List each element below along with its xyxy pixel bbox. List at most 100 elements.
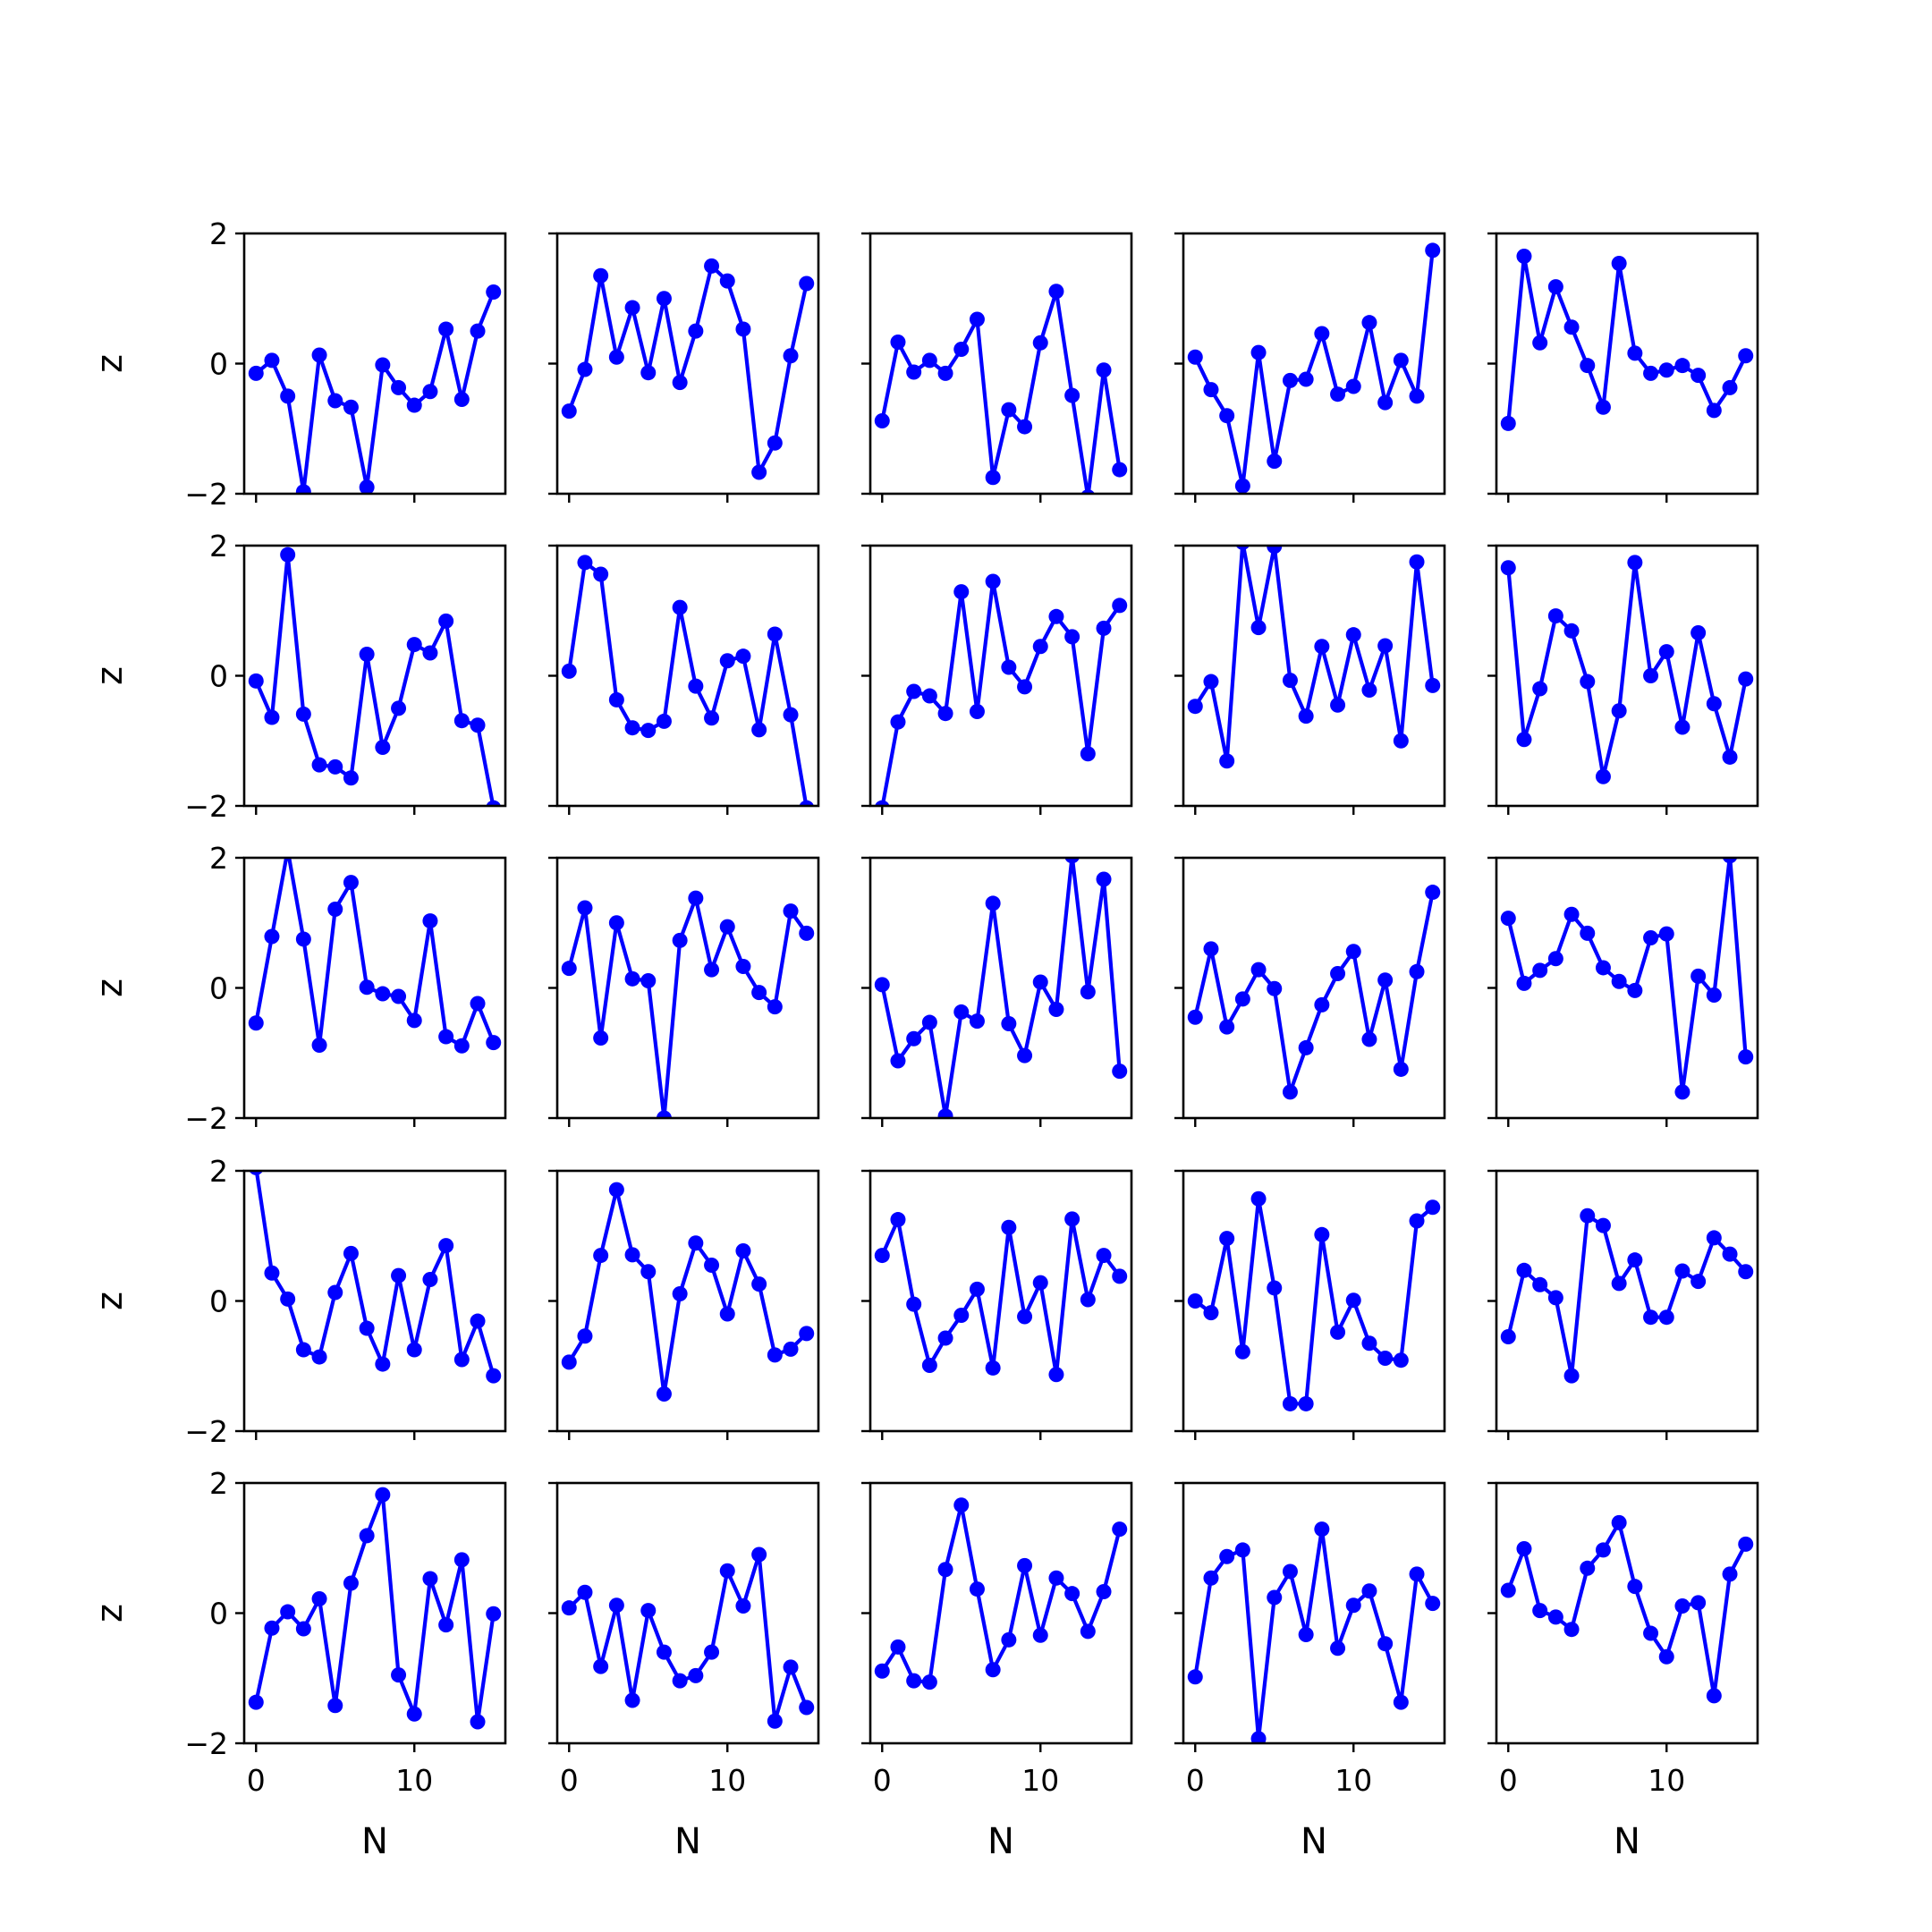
data-point: [1658, 1648, 1674, 1665]
series-group: [875, 573, 1128, 806]
data-point: [577, 555, 593, 571]
data-point: [1112, 462, 1128, 478]
data-point: [264, 352, 280, 369]
data-point: [593, 1030, 609, 1046]
data-point: [921, 1014, 937, 1030]
data-point: [1001, 659, 1017, 675]
data-point: [1203, 382, 1219, 398]
data-point: [1032, 1627, 1048, 1643]
data-point: [1643, 365, 1659, 381]
data-point: [799, 1699, 815, 1716]
data-point: [359, 479, 375, 494]
data-point: [311, 347, 327, 363]
series-group: [248, 547, 501, 806]
subplot-2-2: [861, 856, 1133, 1127]
data-point: [1001, 1016, 1017, 1032]
data-point: [1580, 925, 1596, 941]
data-point: [375, 357, 391, 373]
subplot-0-0: −2 0 2 z: [89, 216, 507, 512]
series-group: [561, 1182, 815, 1402]
subplot-3-2: [861, 1169, 1133, 1440]
series-line: [254, 858, 496, 1048]
data-point: [608, 915, 624, 931]
data-point: [1643, 929, 1659, 945]
data-point: [1112, 1521, 1128, 1538]
subplot-3-1: [548, 1169, 820, 1440]
data-point: [1595, 960, 1611, 976]
y-axis-label: z: [89, 1604, 131, 1623]
data-point: [1112, 1063, 1128, 1080]
data-point: [719, 653, 735, 669]
subplot-4-0: −2 0 2 0 10 z N: [89, 1466, 507, 1862]
data-point: [577, 1584, 593, 1600]
data-point: [311, 1349, 327, 1365]
data-point: [486, 1606, 502, 1622]
data-point: [593, 1248, 609, 1264]
data-point: [767, 435, 783, 451]
data-point: [1017, 1309, 1033, 1325]
data-point: [767, 1347, 783, 1363]
data-point: [1393, 1352, 1409, 1368]
data-point: [751, 985, 767, 1001]
data-point: [453, 392, 470, 408]
data-point: [1563, 1368, 1580, 1384]
y-tick-label: −2: [184, 1726, 228, 1761]
data-point: [561, 1354, 577, 1370]
y-axis-label: z: [89, 666, 131, 685]
data-point: [577, 1328, 593, 1344]
data-point: [1547, 1290, 1563, 1306]
data-point: [1563, 319, 1580, 335]
data-point: [704, 710, 720, 726]
data-point: [1064, 1211, 1080, 1227]
y-tick-label: 0: [209, 347, 228, 382]
data-point: [1706, 987, 1722, 1003]
data-point: [1048, 284, 1064, 300]
data-point: [906, 1673, 922, 1689]
x-tick-label: 0: [1186, 1763, 1205, 1798]
subplot-1-4: [1487, 544, 1759, 815]
y-tick-label: 0: [209, 971, 228, 1006]
data-point: [1314, 326, 1330, 342]
subplot-1-0: −2 0 2 z: [89, 529, 507, 824]
data-point: [1234, 1542, 1250, 1558]
x-axis-label: N: [674, 1821, 701, 1862]
data-point: [561, 1600, 577, 1616]
data-point: [311, 1038, 327, 1054]
data-point: [874, 1663, 890, 1679]
data-point: [1643, 1309, 1659, 1326]
data-point: [1425, 1199, 1441, 1216]
series-line: [1506, 858, 1748, 1095]
data-point: [327, 393, 343, 409]
data-point: [1017, 419, 1033, 435]
data-point: [688, 890, 704, 906]
series-line: [880, 1503, 1122, 1684]
data-point: [640, 723, 657, 739]
data-point: [608, 349, 624, 365]
data-point: [1267, 980, 1283, 996]
series-line: [1194, 1197, 1435, 1406]
data-point: [1314, 996, 1330, 1013]
series-group: [248, 284, 502, 494]
data-point: [937, 1108, 953, 1118]
data-point: [1064, 858, 1080, 864]
data-point: [1345, 944, 1361, 960]
y-tick-label: 2: [209, 1466, 228, 1501]
data-point: [1580, 1208, 1596, 1224]
series-group: [561, 890, 815, 1118]
data-point: [751, 1546, 767, 1563]
data-point: [783, 903, 799, 919]
data-point: [470, 717, 486, 733]
data-point: [264, 1265, 280, 1281]
data-point: [1001, 1631, 1017, 1648]
data-point: [640, 365, 657, 381]
data-point: [875, 800, 890, 806]
data-point: [688, 1667, 704, 1683]
x-tick-label: 0: [560, 1763, 579, 1798]
data-point: [1532, 962, 1548, 979]
data-point: [1706, 1230, 1722, 1246]
data-point: [719, 273, 735, 289]
series-group: [1187, 242, 1441, 494]
data-point: [1722, 1566, 1738, 1582]
subplot-1-2: [861, 544, 1133, 815]
data-point: [1377, 1351, 1394, 1367]
